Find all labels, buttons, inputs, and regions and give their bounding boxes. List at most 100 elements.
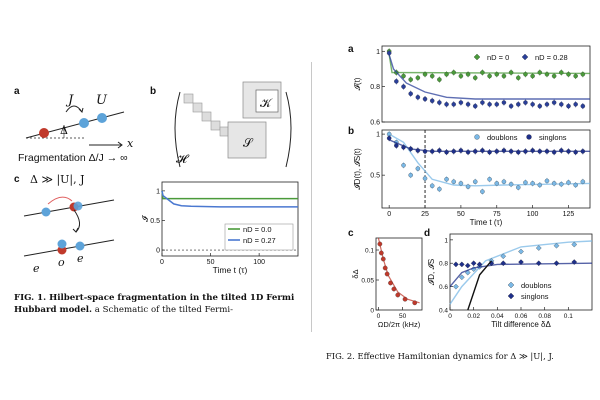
fig1c-series-line-1 xyxy=(161,190,298,208)
fig2a-point xyxy=(458,73,464,79)
fig2d-legend-swatch xyxy=(507,281,515,289)
fig1c-x-tick-label: 0 xyxy=(160,259,164,266)
fig2b-point xyxy=(458,148,464,153)
fig2d-x-tick-label: 0.02 xyxy=(467,313,480,320)
fig2a-point xyxy=(429,98,435,104)
fig1a-schematic xyxy=(25,105,125,149)
fig2c-point xyxy=(384,271,390,277)
fig2b-point xyxy=(523,180,528,185)
blue-atom-2 xyxy=(97,113,107,123)
fig2b-point xyxy=(386,135,392,141)
fig2d-point xyxy=(535,245,542,251)
fig2a-frame xyxy=(381,45,591,123)
fig2a-point xyxy=(429,73,435,79)
fig2a-series-line-1 xyxy=(388,54,590,100)
fig2a-point xyxy=(480,70,485,75)
fig2b-point xyxy=(487,149,492,155)
fig2b-point xyxy=(580,179,586,184)
fig2d-point xyxy=(470,260,477,267)
fig2d-y-tick-label: 1 xyxy=(444,237,448,244)
fig1b-block-matrix xyxy=(174,81,292,168)
fig2b-point xyxy=(573,149,578,155)
fig2d-legend-label: doublons xyxy=(521,281,552,290)
fig2b-plot: 0 25 50 75 100 125 0.5 1 Time t (τ) 𝓘D(t), 𝓘S(t) d… xyxy=(353,129,591,227)
fig2a-point xyxy=(422,96,428,102)
fig2d-point xyxy=(553,242,560,249)
fig2b-legend-swatch xyxy=(474,134,480,140)
fig2b-point xyxy=(451,179,456,184)
fig2c-chart: 0 50 0 0.05 0.1 ΩD/2π (kHz) δΔ xyxy=(352,237,423,329)
fig2b-chart: 0 25 50 75 100 125 0.5 1 Time t (τ) 𝓘D(t), 𝓘S(t) d… xyxy=(353,129,591,227)
fig2d-point xyxy=(500,253,507,260)
red-atom xyxy=(39,128,49,138)
fig2a-y-axis-label: 𝓘(t) xyxy=(353,77,362,90)
fig2b-point xyxy=(394,143,399,148)
fig2d-point xyxy=(535,260,542,267)
fig1c-schematic xyxy=(23,196,115,257)
fig1c-plot: 0 50 100 0 0.5 1 Time t (τ) 𝓘nD = 0.0 nD = 0.27 xyxy=(140,181,299,275)
fig2b-point xyxy=(566,180,571,185)
fig1c-legend-label: nD = 0.0 xyxy=(243,225,272,234)
fig2b-x-tick-label: 125 xyxy=(563,211,575,218)
fig2d-x-tick-label: 0 xyxy=(448,313,452,320)
fig2b-point xyxy=(508,149,514,154)
fig2d-point xyxy=(453,261,459,268)
fig2d-point xyxy=(553,260,560,267)
fig2a-point xyxy=(566,103,571,109)
fig2a-point xyxy=(444,102,449,107)
fig2a-point xyxy=(444,72,449,77)
fig2a-point xyxy=(501,73,507,79)
fig2a-point xyxy=(487,73,492,79)
fig2b-x-tick-label: 0 xyxy=(387,211,391,218)
fig2a-point xyxy=(458,100,464,105)
fig2b-point xyxy=(516,149,521,155)
fig2a-legend-label: nD = 0.28 xyxy=(535,53,568,62)
fig2a-point xyxy=(501,100,507,105)
fig2a-point xyxy=(573,102,578,107)
fig2a-plot: 0.6 0.8 1 𝓘(t) nD = 0 nD = 0.28 xyxy=(353,45,591,126)
fig1c-series-line-0 xyxy=(161,190,298,200)
fig2a-point xyxy=(523,72,528,77)
column-divider xyxy=(311,62,312,332)
fig2d-plot: 0 0.02 0.04 0.06 0.08 0.1 0.4 0.6 0.8 1 Tilt diffe… xyxy=(428,233,593,329)
fig2b-legend-label: doublons xyxy=(487,133,518,142)
fig2c-point xyxy=(412,300,418,306)
fig2d-point xyxy=(459,274,465,281)
fig2c-point xyxy=(391,286,397,292)
tilt-delta-label: Δ xyxy=(60,124,68,137)
fig2b-point xyxy=(537,149,543,154)
fig1c-x-tick-label: 50 xyxy=(207,259,215,266)
fig2d-point xyxy=(571,241,578,248)
fig2a-point xyxy=(408,91,413,96)
fig1c-x-tick-label: 100 xyxy=(253,259,265,266)
fig1c-y-tick-label: 0.5 xyxy=(150,218,160,225)
fig2c-x-tick-label: 50 xyxy=(399,313,407,320)
fig2d-point xyxy=(518,248,524,255)
fig2a-point xyxy=(508,103,514,109)
fig2d-point xyxy=(518,259,524,265)
fig2a-point xyxy=(559,70,564,75)
fig2b-point xyxy=(494,181,500,186)
fig2c-point xyxy=(382,265,388,271)
fig2a-point xyxy=(472,75,478,81)
fig2d-point xyxy=(571,259,578,265)
fig2d-series-line-1 xyxy=(449,262,593,288)
fig1-panel-b-label: b xyxy=(150,86,157,97)
fig1-caption-rest: a Schematic of the tilted Fermi- xyxy=(94,305,234,315)
fig2b-point xyxy=(472,179,478,184)
fig2b-point xyxy=(429,149,435,154)
fig2b-point xyxy=(516,185,521,190)
fig2a-point xyxy=(408,77,413,82)
fig2b-point xyxy=(472,149,478,154)
fig1c-y-axis-label: 𝓘 xyxy=(140,214,150,222)
fig2b-point xyxy=(501,179,507,184)
fig2d-x-tick-label: 0.04 xyxy=(491,313,504,320)
fig1-caption-bold: FIG. 1. Hilbert-space fragmentation in t… xyxy=(14,293,295,315)
fig2c-plot: 0 50 0 0.05 0.1 ΩD/2π (kHz) δΔ xyxy=(352,237,423,329)
regime-label: Δ ≫ |U|, J xyxy=(30,173,85,186)
fig2a-point xyxy=(386,50,392,56)
fig2a-legend-swatch xyxy=(473,53,481,61)
fig2b-point xyxy=(573,182,578,188)
fig2c-point xyxy=(402,296,408,302)
fig2d-point xyxy=(500,260,507,267)
